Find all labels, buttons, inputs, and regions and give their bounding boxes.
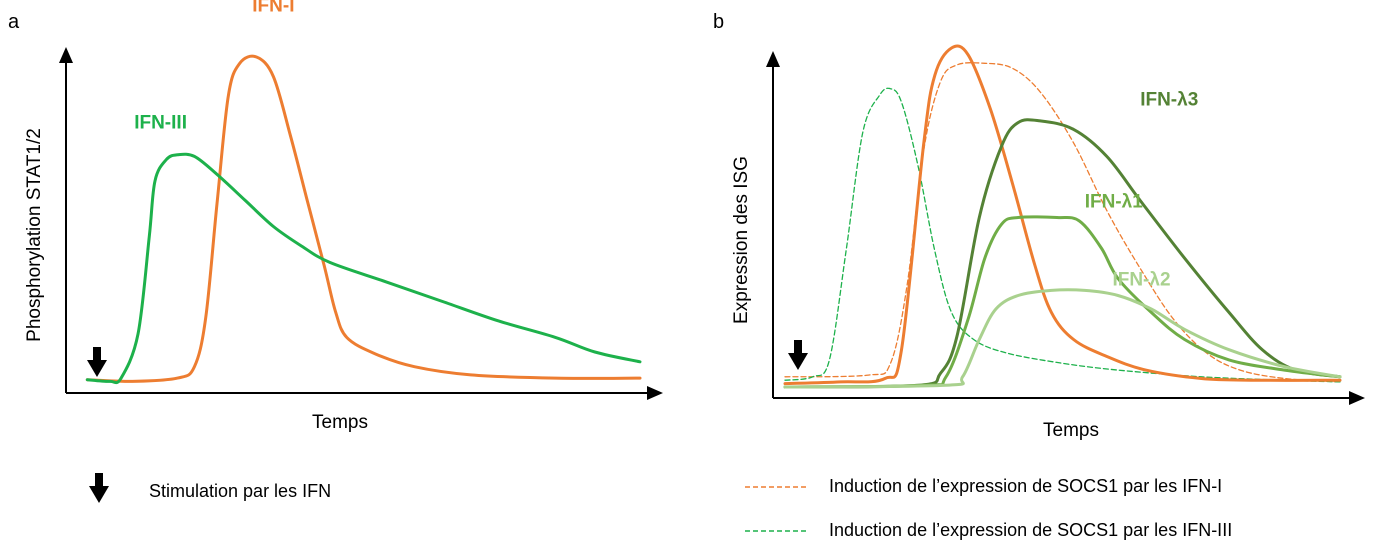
panel-a-letter: a	[8, 11, 20, 33]
panel-b-x-axis-arrowhead	[1349, 391, 1365, 405]
panel-b-stimulation-arrow-icon	[788, 340, 808, 370]
panel-b-series-line-dashed-green-dashed	[784, 87, 1341, 383]
panel-b-y-axis-label: Expression des ISG	[731, 156, 752, 324]
panel-a-x-axis-label: Temps	[312, 412, 368, 433]
legend: Stimulation par les IFN Induction de l’e…	[89, 473, 1232, 540]
panel-a-series-line-ifn-iii	[85, 152, 642, 385]
panel-b-series-label-ifn-lambda1: IFN-λ1	[1085, 191, 1144, 212]
panel-b-series-label-ifn-lambda3: IFN-λ3	[1140, 90, 1198, 111]
legend-stimulation-arrow-icon	[89, 473, 109, 503]
panel-a-series-label-ifn-iii: IFN-III	[134, 113, 187, 134]
panel-b-series-line-ifn-lambda1	[783, 215, 1342, 389]
panel-a-x-axis-arrowhead	[647, 386, 663, 400]
panel-b-series-line-ifn-i	[783, 44, 1342, 386]
panel-a: a Temps Phosphorylation STAT1/2 IFN-IIFN…	[8, 0, 663, 433]
panel-a-series-line-ifn-i	[85, 54, 642, 383]
legend-socs1-ifn1-text: Induction de l’expression de SOCS1 par l…	[829, 476, 1222, 496]
panel-b-series-line-ifn-lambda2	[783, 288, 1342, 389]
panel-b-y-axis-arrowhead	[766, 51, 780, 67]
panel-b-series-label-ifn-lambda2: IFN-λ2	[1112, 269, 1170, 290]
panel-b-series-line-ifn-lambda3	[783, 118, 1342, 389]
panel-a-series-label-ifn-i: IFN-I	[252, 0, 294, 16]
legend-socs1-ifn3-text: Induction de l’expression de SOCS1 par l…	[829, 520, 1232, 540]
panel-a-plot-area: IFN-I IFN-III	[85, 0, 642, 385]
legend-stimulation-text: Stimulation par les IFN	[149, 481, 331, 501]
panel-b-x-axis-label: Temps	[1043, 420, 1099, 441]
panel-a-stimulation-arrow-icon	[87, 347, 107, 377]
panel-b-series-line-dashed-orange-dashed	[784, 62, 1341, 383]
panel-a-y-axis-arrowhead	[59, 47, 73, 63]
panel-b-letter: b	[713, 11, 724, 33]
panel-b: b Temps Expression des ISG IFN-IIFN-λ3IF…	[713, 11, 1365, 441]
panel-a-y-axis-label: Phosphorylation STAT1/2	[24, 128, 45, 342]
